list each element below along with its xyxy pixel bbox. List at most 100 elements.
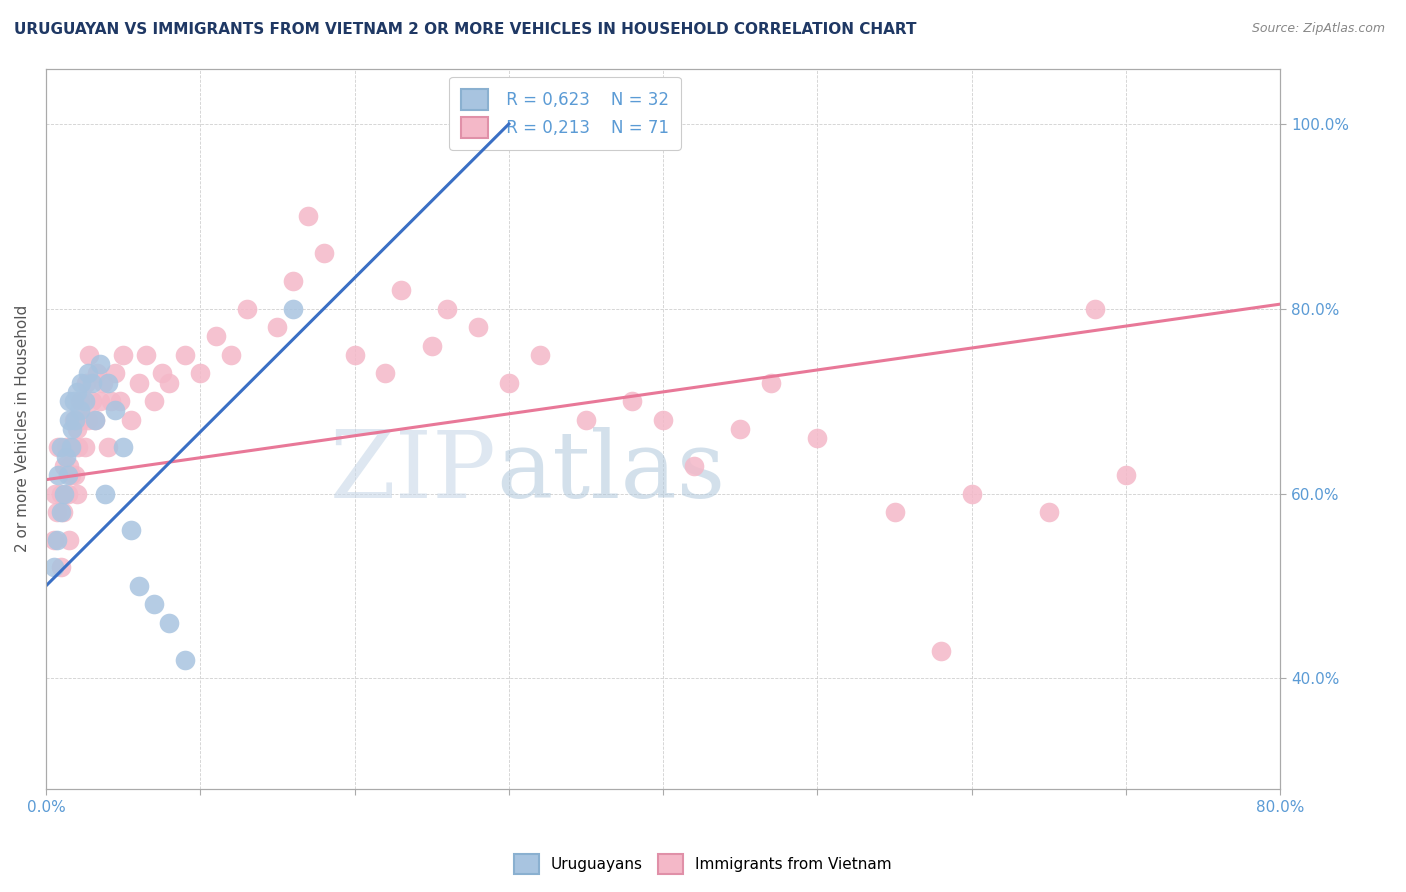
Point	[683, 458, 706, 473]
Point	[157, 376, 180, 390]
Point	[112, 348, 135, 362]
Point	[89, 357, 111, 371]
Legend: Uruguayans, Immigrants from Vietnam: Uruguayans, Immigrants from Vietnam	[509, 848, 897, 880]
Point	[55, 440, 77, 454]
Point	[66, 422, 89, 436]
Point	[128, 579, 150, 593]
Point	[86, 367, 108, 381]
Point	[104, 367, 127, 381]
Point	[65, 468, 87, 483]
Point	[52, 505, 75, 519]
Point	[730, 422, 752, 436]
Point	[89, 394, 111, 409]
Point	[420, 339, 443, 353]
Point	[53, 486, 76, 500]
Point	[436, 301, 458, 316]
Point	[575, 412, 598, 426]
Point	[97, 440, 120, 454]
Point	[62, 412, 84, 426]
Point	[60, 440, 83, 454]
Point	[219, 348, 242, 362]
Legend:  R = 0,623    N = 32,  R = 0,213    N = 71: R = 0,623 N = 32, R = 0,213 N = 71	[450, 77, 681, 150]
Point	[1115, 468, 1137, 483]
Point	[45, 533, 67, 547]
Point	[73, 394, 96, 409]
Point	[51, 560, 73, 574]
Point	[58, 533, 80, 547]
Text: Source: ZipAtlas.com: Source: ZipAtlas.com	[1251, 22, 1385, 36]
Point	[281, 301, 304, 316]
Text: atlas: atlas	[496, 427, 725, 517]
Point	[56, 468, 79, 483]
Point	[960, 486, 983, 500]
Point	[70, 376, 93, 390]
Point	[143, 598, 166, 612]
Point	[374, 367, 396, 381]
Point	[621, 394, 644, 409]
Point	[343, 348, 366, 362]
Point	[51, 505, 73, 519]
Point	[761, 376, 783, 390]
Point	[173, 348, 195, 362]
Point	[45, 505, 67, 519]
Point	[266, 320, 288, 334]
Point	[297, 210, 319, 224]
Point	[389, 283, 412, 297]
Point	[281, 274, 304, 288]
Point	[108, 394, 131, 409]
Point	[173, 653, 195, 667]
Point	[73, 440, 96, 454]
Point	[529, 348, 551, 362]
Point	[498, 376, 520, 390]
Point	[53, 458, 76, 473]
Point	[76, 367, 98, 381]
Point	[104, 403, 127, 417]
Point	[120, 412, 142, 426]
Point	[75, 376, 97, 390]
Point	[204, 329, 226, 343]
Point	[66, 384, 89, 399]
Point	[44, 486, 66, 500]
Point	[55, 450, 77, 464]
Point	[84, 412, 107, 426]
Point	[70, 412, 93, 426]
Point	[59, 468, 82, 483]
Point	[1038, 505, 1060, 519]
Point	[1084, 301, 1107, 316]
Point	[58, 458, 80, 473]
Point	[883, 505, 905, 519]
Point	[42, 533, 65, 547]
Point	[112, 440, 135, 454]
Point	[58, 412, 80, 426]
Point	[91, 376, 114, 390]
Point	[82, 394, 104, 409]
Point	[652, 412, 675, 426]
Point	[62, 394, 84, 409]
Point	[120, 524, 142, 538]
Point	[42, 560, 65, 574]
Point	[46, 440, 69, 454]
Point	[235, 301, 257, 316]
Point	[51, 440, 73, 454]
Point	[143, 394, 166, 409]
Point	[467, 320, 489, 334]
Point	[76, 412, 98, 426]
Point	[58, 394, 80, 409]
Point	[60, 422, 83, 436]
Point	[97, 376, 120, 390]
Point	[69, 403, 91, 417]
Point	[82, 376, 104, 390]
Point	[59, 440, 82, 454]
Point	[188, 367, 211, 381]
Point	[66, 486, 89, 500]
Point	[150, 367, 173, 381]
Point	[46, 468, 69, 483]
Point	[51, 486, 73, 500]
Text: URUGUAYAN VS IMMIGRANTS FROM VIETNAM 2 OR MORE VEHICLES IN HOUSEHOLD CORRELATION: URUGUAYAN VS IMMIGRANTS FROM VIETNAM 2 O…	[14, 22, 917, 37]
Point	[84, 412, 107, 426]
Point	[93, 486, 115, 500]
Point	[806, 431, 828, 445]
Point	[135, 348, 157, 362]
Point	[157, 615, 180, 630]
Text: ZIP: ZIP	[330, 427, 496, 517]
